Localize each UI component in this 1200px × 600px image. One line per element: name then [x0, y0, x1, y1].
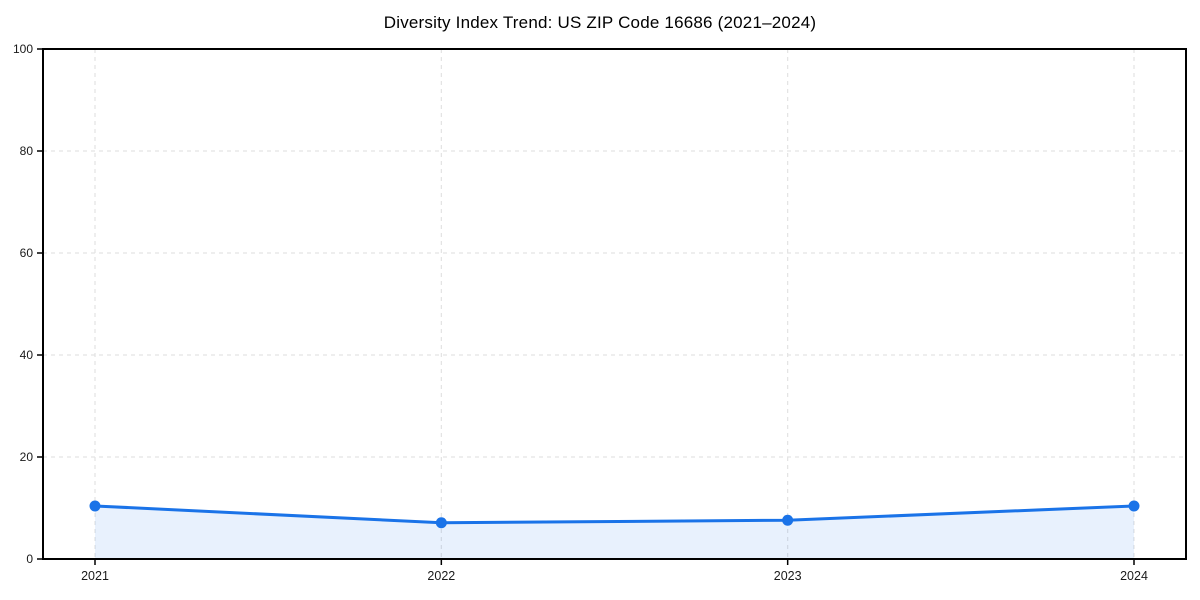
x-axis-tick-label: 2023: [774, 569, 802, 583]
chart-title: Diversity Index Trend: US ZIP Code 16686…: [383, 13, 817, 32]
y-axis-tick-label: 0: [26, 552, 33, 566]
trend-line: [93, 504, 1136, 525]
y-axis-tick-label: 20: [20, 450, 34, 464]
y-axis-tick-label: 100: [13, 42, 33, 56]
data-point-2024: [1128, 500, 1140, 512]
x-axis-tick-label: 2021: [81, 569, 109, 583]
data-point-2022: [435, 517, 447, 529]
y-axis-tick-label: 60: [20, 246, 34, 260]
y-axis-tick-label: 40: [20, 348, 34, 362]
plot-border: [42, 48, 1187, 560]
x-axis-tick-label: 2022: [427, 569, 455, 583]
y-axis-tick-label: 80: [20, 144, 34, 158]
data-point-2021: [89, 500, 101, 512]
data-point-2023: [782, 514, 794, 526]
x-axis-tick-label: 2024: [1120, 569, 1148, 583]
